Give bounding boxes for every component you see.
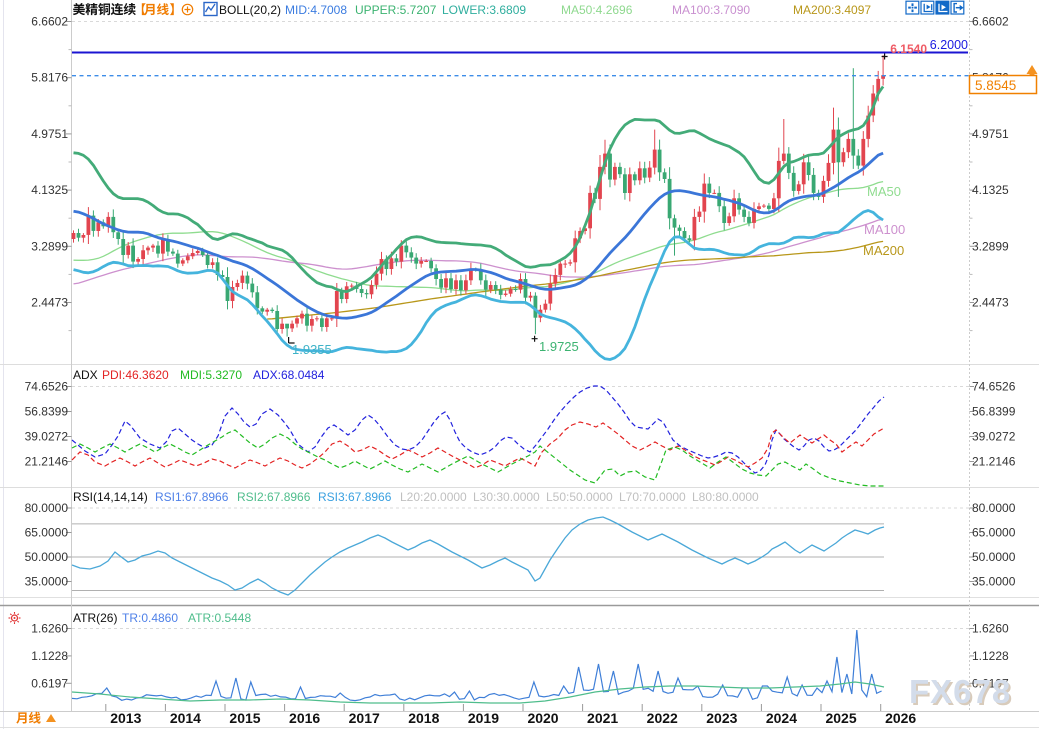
svg-text:1.6260: 1.6260 [31,622,68,636]
svg-text:4.1325: 4.1325 [972,183,1009,197]
svg-text:1.9355: 1.9355 [292,342,332,357]
svg-text:MA100:3.7090: MA100:3.7090 [672,3,750,17]
svg-text:TR:0.4860: TR:0.4860 [122,611,178,625]
svg-text:1.6260: 1.6260 [972,622,1009,636]
svg-text:0.6197: 0.6197 [31,676,68,690]
svg-text:4.1325: 4.1325 [31,183,68,197]
svg-text:2017: 2017 [349,710,380,726]
svg-text:MDI:5.3270: MDI:5.3270 [180,368,242,382]
svg-text:80.0000: 80.0000 [25,501,69,515]
svg-text:5.8176: 5.8176 [31,71,68,85]
svg-text:2025: 2025 [825,710,856,726]
svg-text:21.2146: 21.2146 [972,455,1016,469]
svg-text:2020: 2020 [527,710,558,726]
svg-text:2026: 2026 [885,710,916,726]
svg-text:RSI(14,14,14): RSI(14,14,14) [73,490,148,504]
svg-text:2021: 2021 [587,710,618,726]
svg-text:UPPER:5.7207: UPPER:5.7207 [355,3,437,17]
svg-text:MA200:3.4097: MA200:3.4097 [793,3,871,17]
svg-text:L70:70.0000: L70:70.0000 [619,490,686,504]
svg-text:35.0000: 35.0000 [972,575,1016,589]
svg-text:3.2899: 3.2899 [972,239,1009,253]
svg-text:39.0272: 39.0272 [25,430,69,444]
svg-text:3.2899: 3.2899 [31,239,68,253]
svg-text:MA50: MA50 [867,184,901,199]
svg-text:35.0000: 35.0000 [25,575,69,589]
svg-text:74.6526: 74.6526 [25,380,69,394]
svg-text:2016: 2016 [289,710,320,726]
svg-text:L30:30.0000: L30:30.0000 [473,490,540,504]
svg-text:ATR(26): ATR(26) [73,611,117,625]
svg-text:FX678: FX678 [911,675,1013,712]
svg-text:1.1228: 1.1228 [31,649,68,663]
svg-text:2019: 2019 [468,710,499,726]
svg-text:74.6526: 74.6526 [972,380,1016,394]
svg-text:MA50:4.2696: MA50:4.2696 [561,3,633,17]
svg-text:65.0000: 65.0000 [972,526,1016,540]
svg-text:MA200: MA200 [863,243,904,258]
svg-text:6.2000: 6.2000 [930,38,968,52]
svg-text:6.6602: 6.6602 [31,15,68,29]
svg-text:FX678: FX678 [909,673,1011,710]
svg-text:6.6602: 6.6602 [972,15,1009,29]
svg-text:56.8399: 56.8399 [972,405,1016,419]
svg-text:39.0272: 39.0272 [972,430,1016,444]
svg-text:65.0000: 65.0000 [25,526,69,540]
svg-text:21.2146: 21.2146 [25,455,69,469]
svg-text:2018: 2018 [408,710,439,726]
svg-text:2024: 2024 [766,710,797,726]
svg-text:50.0000: 50.0000 [972,550,1016,564]
svg-text:ADX:68.0484: ADX:68.0484 [253,368,325,382]
svg-text:1.1228: 1.1228 [972,649,1009,663]
svg-text:50.0000: 50.0000 [25,550,69,564]
svg-text:4.9751: 4.9751 [972,127,1009,141]
svg-text:6.1540: 6.1540 [890,42,927,56]
svg-text:80.0000: 80.0000 [972,501,1016,515]
svg-text:L80:80.0000: L80:80.0000 [692,490,759,504]
svg-text:RSI2:67.8966: RSI2:67.8966 [237,490,311,504]
svg-text:ADX: ADX [73,368,98,382]
svg-text:MA100: MA100 [864,222,905,237]
svg-text:2015: 2015 [229,710,260,726]
svg-text:4.9751: 4.9751 [31,127,68,141]
svg-text:2.4473: 2.4473 [972,296,1009,310]
svg-text:RSI1:67.8966: RSI1:67.8966 [155,490,229,504]
svg-text:2.4473: 2.4473 [31,296,68,310]
svg-text:2022: 2022 [647,710,678,726]
svg-text:L20:20.0000: L20:20.0000 [400,490,467,504]
svg-text:1.9725: 1.9725 [539,339,579,354]
svg-text:LOWER:3.6809: LOWER:3.6809 [442,3,526,17]
svg-text:ATR:0.5448: ATR:0.5448 [188,611,251,625]
svg-text:5.8545: 5.8545 [975,78,1016,93]
svg-text:PDI:46.3620: PDI:46.3620 [102,368,169,382]
svg-text:MID:4.7008: MID:4.7008 [285,3,347,17]
svg-text:2014: 2014 [170,710,201,726]
svg-text:2013: 2013 [110,710,141,726]
svg-text:0.6197: 0.6197 [972,676,1009,690]
svg-text:2023: 2023 [706,710,737,726]
svg-text:56.8399: 56.8399 [25,405,69,419]
svg-text:BOLL(20,2): BOLL(20,2) [219,3,281,17]
svg-text:RSI3:67.8966: RSI3:67.8966 [318,490,392,504]
svg-text:L50:50.0000: L50:50.0000 [546,490,613,504]
